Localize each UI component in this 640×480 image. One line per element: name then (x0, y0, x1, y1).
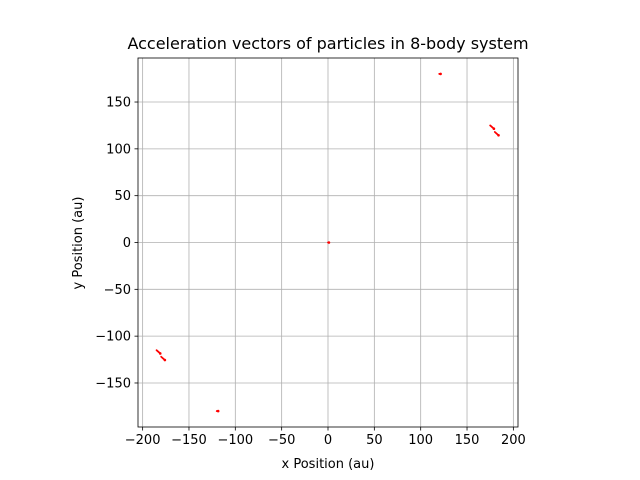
y-tick-label: 0 (123, 236, 131, 251)
x-tick-label: −100 (217, 433, 253, 448)
x-tick-label: −50 (268, 433, 295, 448)
y-tick-label: 150 (106, 96, 131, 111)
vector-arrowhead (216, 409, 220, 413)
vector-arrowhead (163, 358, 167, 362)
vector-arrowhead (497, 133, 500, 137)
x-tick-label: −150 (171, 433, 207, 448)
vector-arrowhead (492, 127, 496, 131)
y-axis-label: y Position (au) (71, 197, 86, 290)
x-tick-label: 200 (501, 433, 526, 448)
y-tick-label: 100 (106, 142, 131, 157)
y-axis-ticks: −150 −100 −50 0 50 100 150 (95, 96, 138, 391)
vector-arrowhead (158, 352, 162, 355)
vector-field (155, 72, 500, 413)
x-tick-label: −200 (125, 433, 161, 448)
x-axis-label: x Position (au) (282, 457, 375, 472)
x-tick-label: 50 (366, 433, 383, 448)
vector-arrowhead (439, 72, 442, 76)
vector-arrowhead (327, 241, 331, 244)
x-tick-label: 100 (408, 433, 433, 448)
x-tick-label: 150 (455, 433, 480, 448)
chart-title: Acceleration vectors of particles in 8-b… (127, 34, 528, 53)
y-tick-label: −150 (95, 376, 131, 391)
x-axis-ticks: −200 −150 −100 −50 0 50 100 150 200 (125, 427, 526, 448)
x-tick-label: 0 (324, 433, 332, 448)
y-tick-label: −100 (95, 330, 131, 345)
grid (138, 58, 518, 427)
y-tick-label: −50 (104, 283, 131, 298)
y-tick-label: 50 (114, 189, 131, 204)
